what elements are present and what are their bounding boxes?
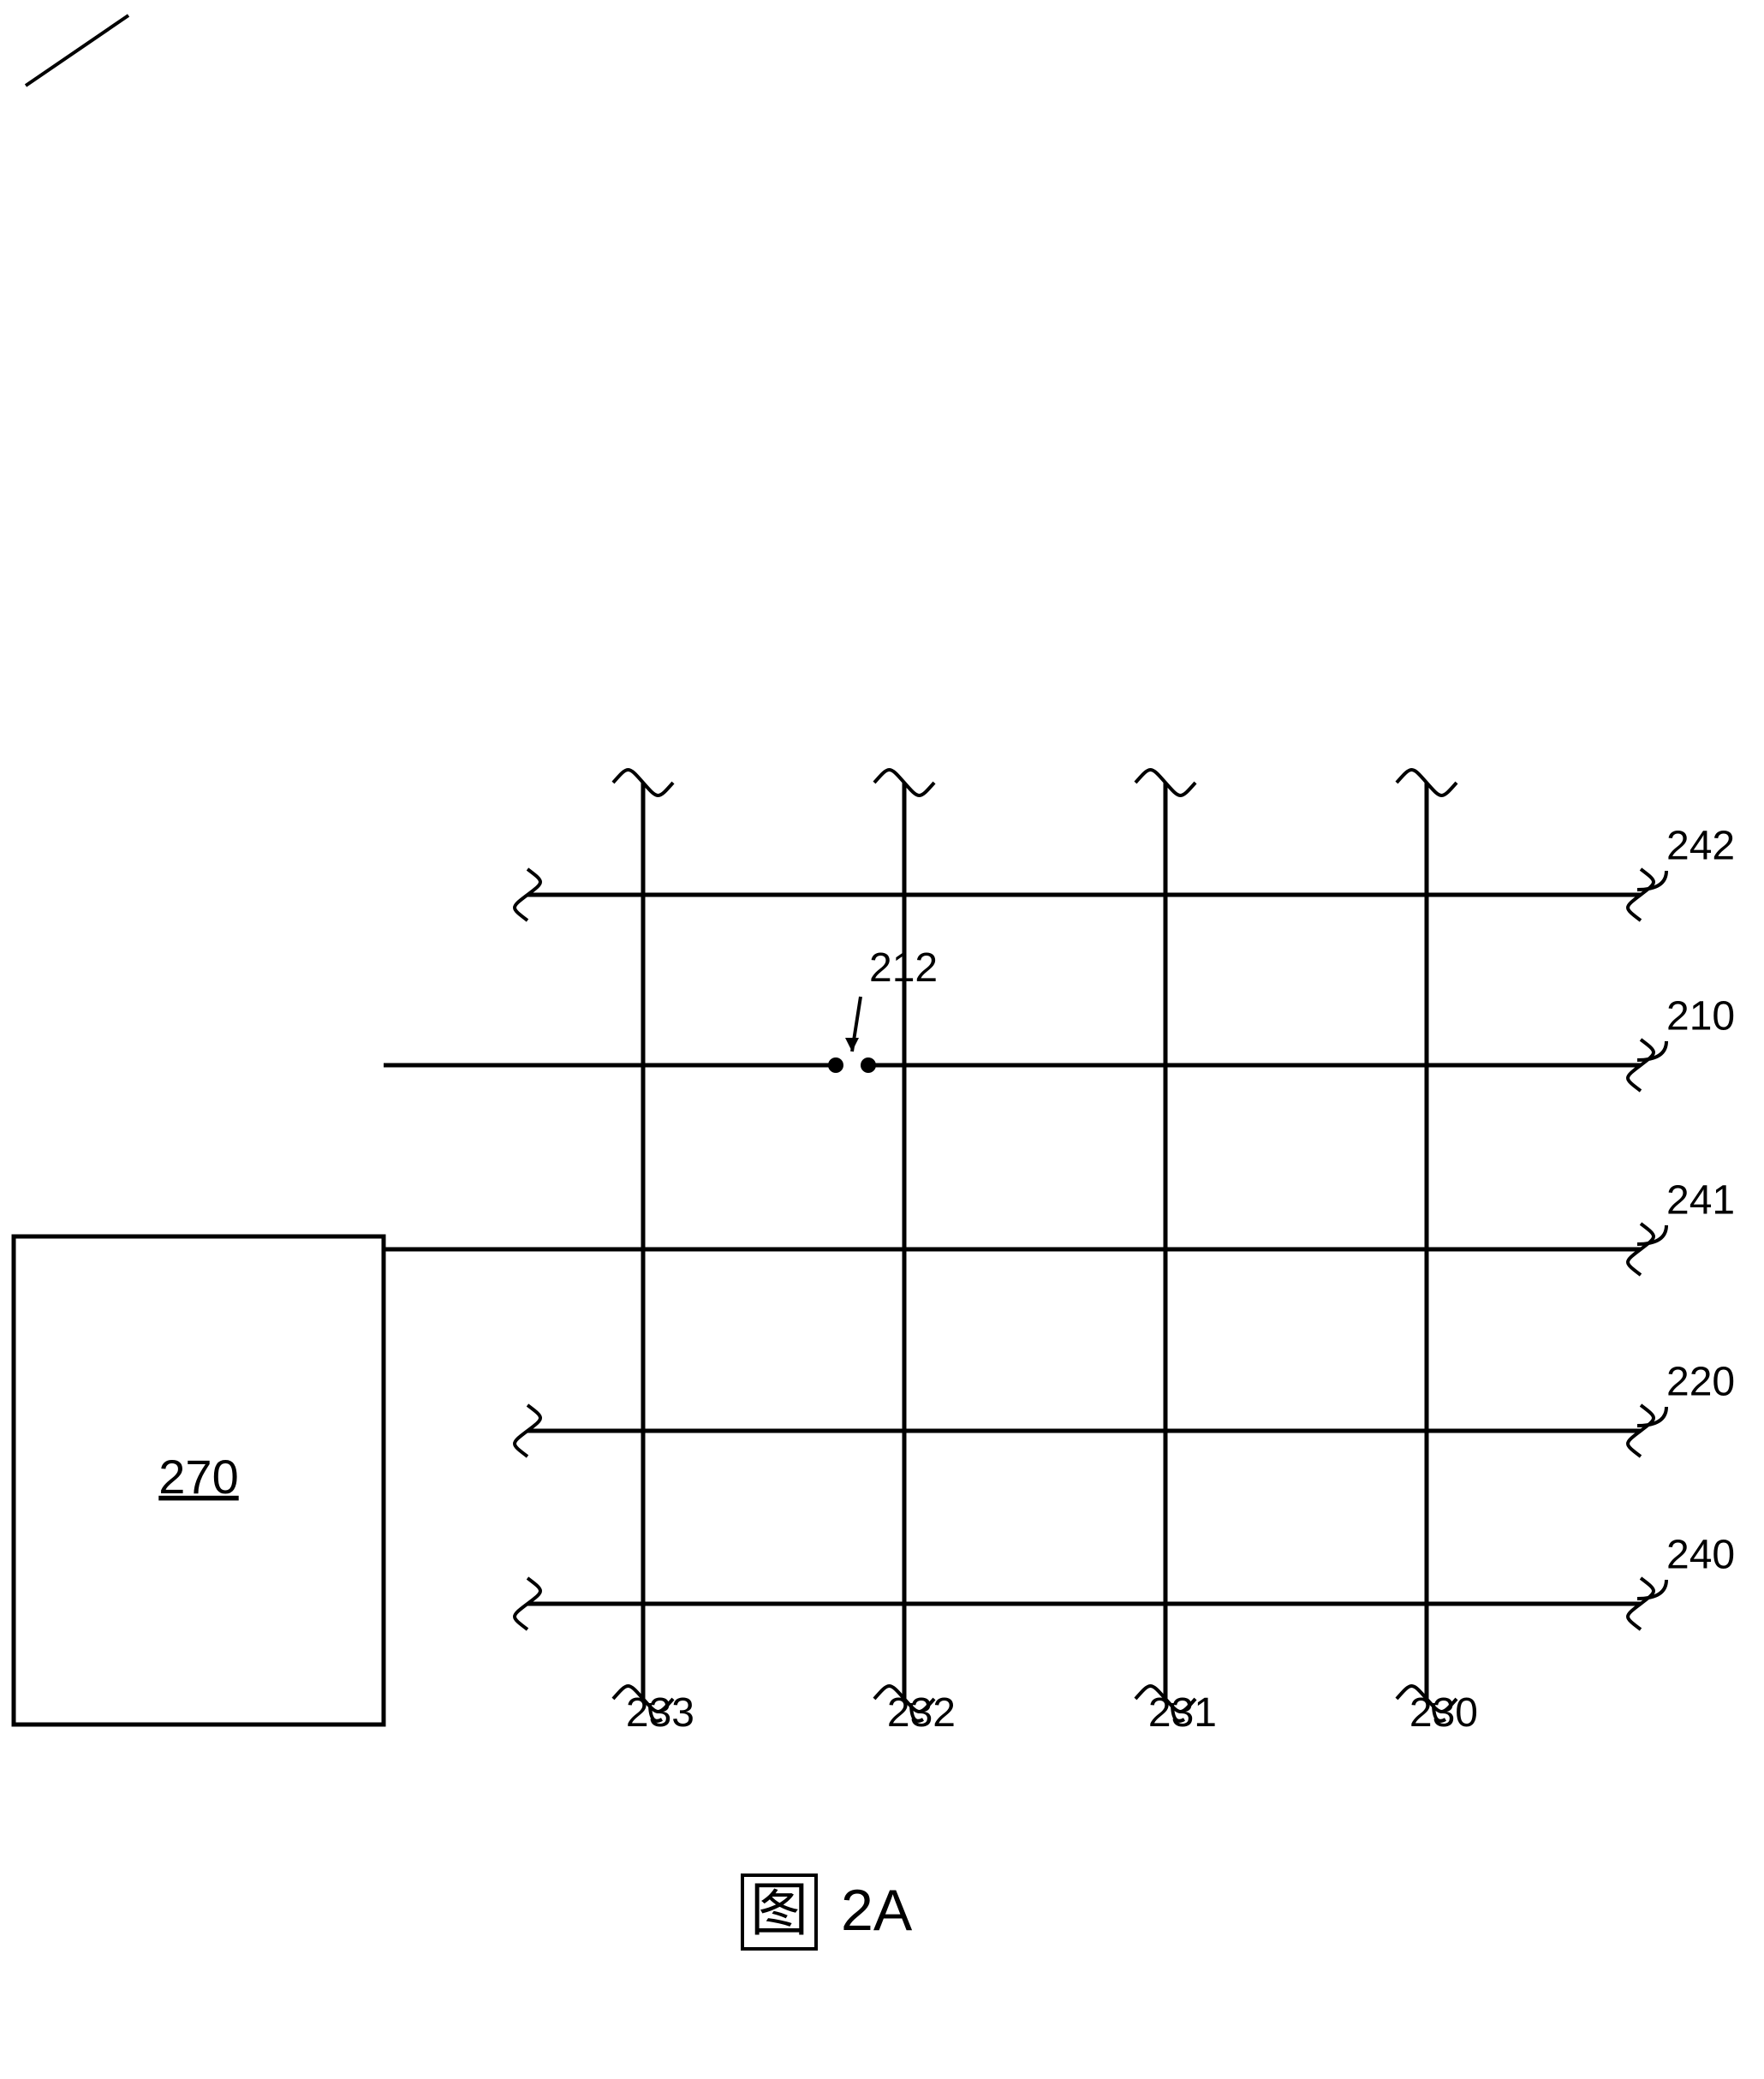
bus-line-label: 230 — [1409, 1690, 1478, 1736]
bus-line-label: 232 — [887, 1690, 956, 1736]
word-line-label: 240 — [1666, 1533, 1735, 1578]
word-line-label: 241 — [1666, 1178, 1735, 1224]
word-line: 241 — [384, 1178, 1735, 1275]
figure-rotated-group: 230 231 232 233 240 220 241 210 242 270 212 — [14, 770, 1735, 1736]
fuse-terminal-dot — [828, 1057, 843, 1073]
corner-tick — [26, 15, 128, 86]
word-line: 242 — [515, 824, 1735, 920]
fuse-label-text: 212 — [869, 945, 938, 991]
fuse-terminal-dot — [861, 1057, 876, 1073]
bus-line: 231 — [1135, 770, 1217, 1736]
control-block-label: 270 — [158, 1450, 238, 1504]
word-line: 240 — [515, 1533, 1735, 1629]
figure-caption-glyph: 图 — [750, 1878, 808, 1943]
fuse-label: 212 — [845, 945, 938, 1051]
word-line-label: 220 — [1666, 1360, 1735, 1405]
bus-line-label: 233 — [626, 1690, 694, 1736]
word-line-label: 242 — [1666, 824, 1735, 869]
word-line: 220 — [515, 1360, 1735, 1456]
word-line: 210 — [384, 994, 1735, 1091]
bus-line: 232 — [874, 770, 956, 1736]
figure-caption: 图 2A — [742, 1875, 913, 1949]
patent-figure: 230 231 232 233 240 220 241 210 242 270 212 图 2A — [0, 0, 1764, 2079]
control-block: 270 — [14, 1236, 384, 1725]
figure-caption-number: 2A — [841, 1878, 913, 1943]
word-line-label: 210 — [1666, 994, 1735, 1040]
bus-line: 230 — [1397, 770, 1478, 1736]
bus-line-label: 231 — [1148, 1690, 1217, 1736]
bus-line: 233 — [613, 770, 694, 1736]
